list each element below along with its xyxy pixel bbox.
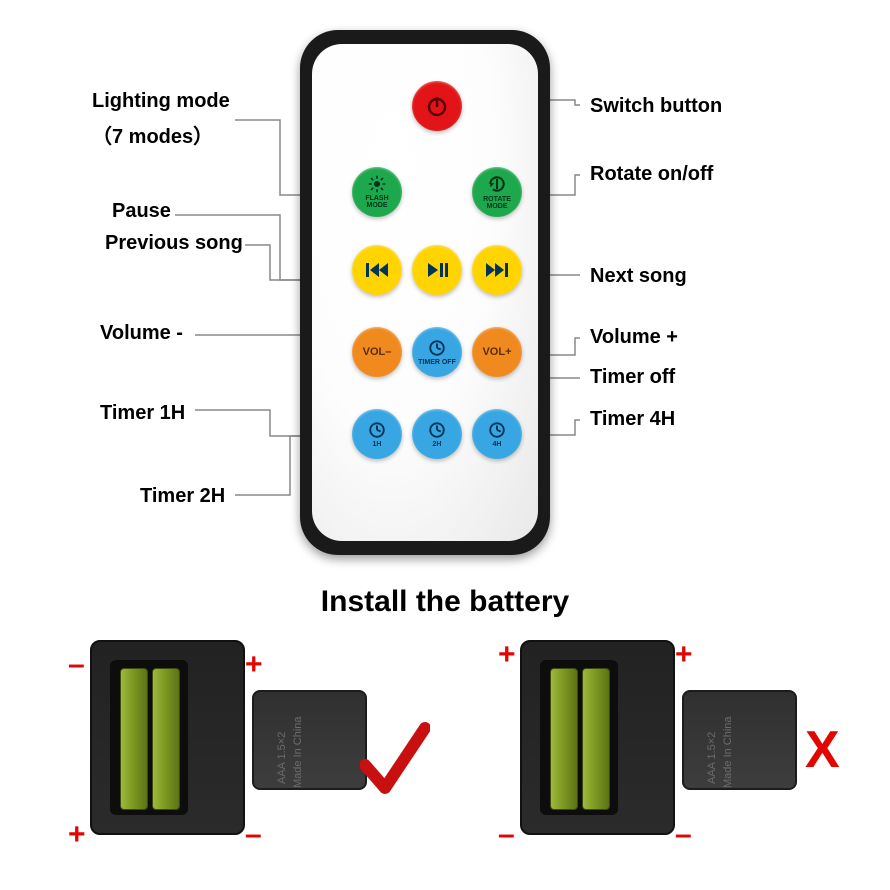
rotate-mode-button[interactable]: ROTATEMODE (472, 167, 522, 217)
clock-icon (428, 339, 446, 357)
sun-icon (368, 175, 386, 193)
play-pause-icon (425, 261, 449, 279)
label-timer-2h: Timer 2H (140, 485, 225, 508)
rotate-icon (487, 174, 507, 194)
flash-mode-sub: FLASHMODE (365, 195, 388, 209)
vol-plus-button[interactable]: VOL+ (472, 327, 522, 377)
vol-minus-button[interactable]: VOL– (352, 327, 402, 377)
label-pause: Pause (112, 200, 171, 223)
remote-face: FLASHMODE ROTATEMODE (312, 44, 538, 541)
polarity-plus: + (675, 638, 693, 672)
battery-cell (120, 668, 148, 810)
cover-text-1: AAA 1.5×2 (276, 732, 288, 784)
vol-minus-text: VOL– (363, 346, 392, 358)
label-lighting-mode-l2: （7 modes） (92, 120, 213, 149)
polarity-minus: – (68, 648, 85, 682)
clock-icon (428, 421, 446, 439)
polarity-plus: + (245, 648, 263, 682)
battery-cell (582, 668, 610, 810)
clock-icon (368, 421, 386, 439)
label-lighting-mode-l1: Lighting mode (92, 90, 230, 113)
vol-plus-text: VOL+ (482, 346, 511, 358)
polarity-minus: – (245, 818, 262, 852)
cross-icon: X (805, 720, 840, 780)
label-volume-minus: Volume - (100, 322, 183, 345)
label-timer-4h: Timer 4H (590, 408, 675, 431)
battery-cover: AAA 1.5×2 Made In China (682, 690, 797, 790)
prev-button[interactable] (352, 245, 402, 295)
polarity-plus: + (68, 818, 86, 852)
cover-text-2: Made In China (292, 716, 304, 788)
battery-cell (550, 668, 578, 810)
timer-2h-button[interactable]: 2H (412, 409, 462, 459)
timer-1h-sub: 1H (373, 441, 382, 448)
battery-cover: AAA 1.5×2 Made In China (252, 690, 367, 790)
label-switch-button: Switch button (590, 95, 722, 118)
label-previous-song: Previous song (105, 232, 243, 255)
battery-well (110, 660, 188, 815)
next-icon (485, 261, 509, 279)
polarity-minus: – (675, 818, 692, 852)
timer-4h-sub: 4H (493, 441, 502, 448)
rotate-mode-sub: ROTATEMODE (483, 196, 511, 210)
next-button[interactable] (472, 245, 522, 295)
timer-4h-button[interactable]: 4H (472, 409, 522, 459)
battery-case-incorrect (520, 640, 675, 835)
battery-cell (152, 668, 180, 810)
polarity-minus: – (498, 818, 515, 852)
label-rotate: Rotate on/off (590, 163, 713, 186)
cover-text-2: Made In China (722, 716, 734, 788)
remote-body: FLASHMODE ROTATEMODE (300, 30, 550, 555)
prev-icon (365, 261, 389, 279)
label-timer-off: Timer off (590, 366, 675, 389)
flash-mode-button[interactable]: FLASHMODE (352, 167, 402, 217)
polarity-plus: + (498, 638, 516, 672)
power-button[interactable] (412, 81, 462, 131)
timer-off-sub: TIMER OFF (418, 359, 456, 366)
timer-off-button[interactable]: TIMER OFF (412, 327, 462, 377)
battery-case-correct (90, 640, 245, 835)
label-next-song: Next song (590, 265, 687, 288)
power-icon (425, 94, 449, 118)
infographic-stage: FLASHMODE ROTATEMODE (0, 0, 890, 890)
timer-1h-button[interactable]: 1H (352, 409, 402, 459)
label-volume-plus: Volume + (590, 326, 678, 349)
battery-well (540, 660, 618, 815)
clock-icon (488, 421, 506, 439)
check-icon (360, 720, 430, 800)
cover-text-1: AAA 1.5×2 (706, 732, 718, 784)
timer-2h-sub: 2H (433, 441, 442, 448)
install-battery-title: Install the battery (0, 585, 890, 619)
label-timer-1h: Timer 1H (100, 402, 185, 425)
play-pause-button[interactable] (412, 245, 462, 295)
